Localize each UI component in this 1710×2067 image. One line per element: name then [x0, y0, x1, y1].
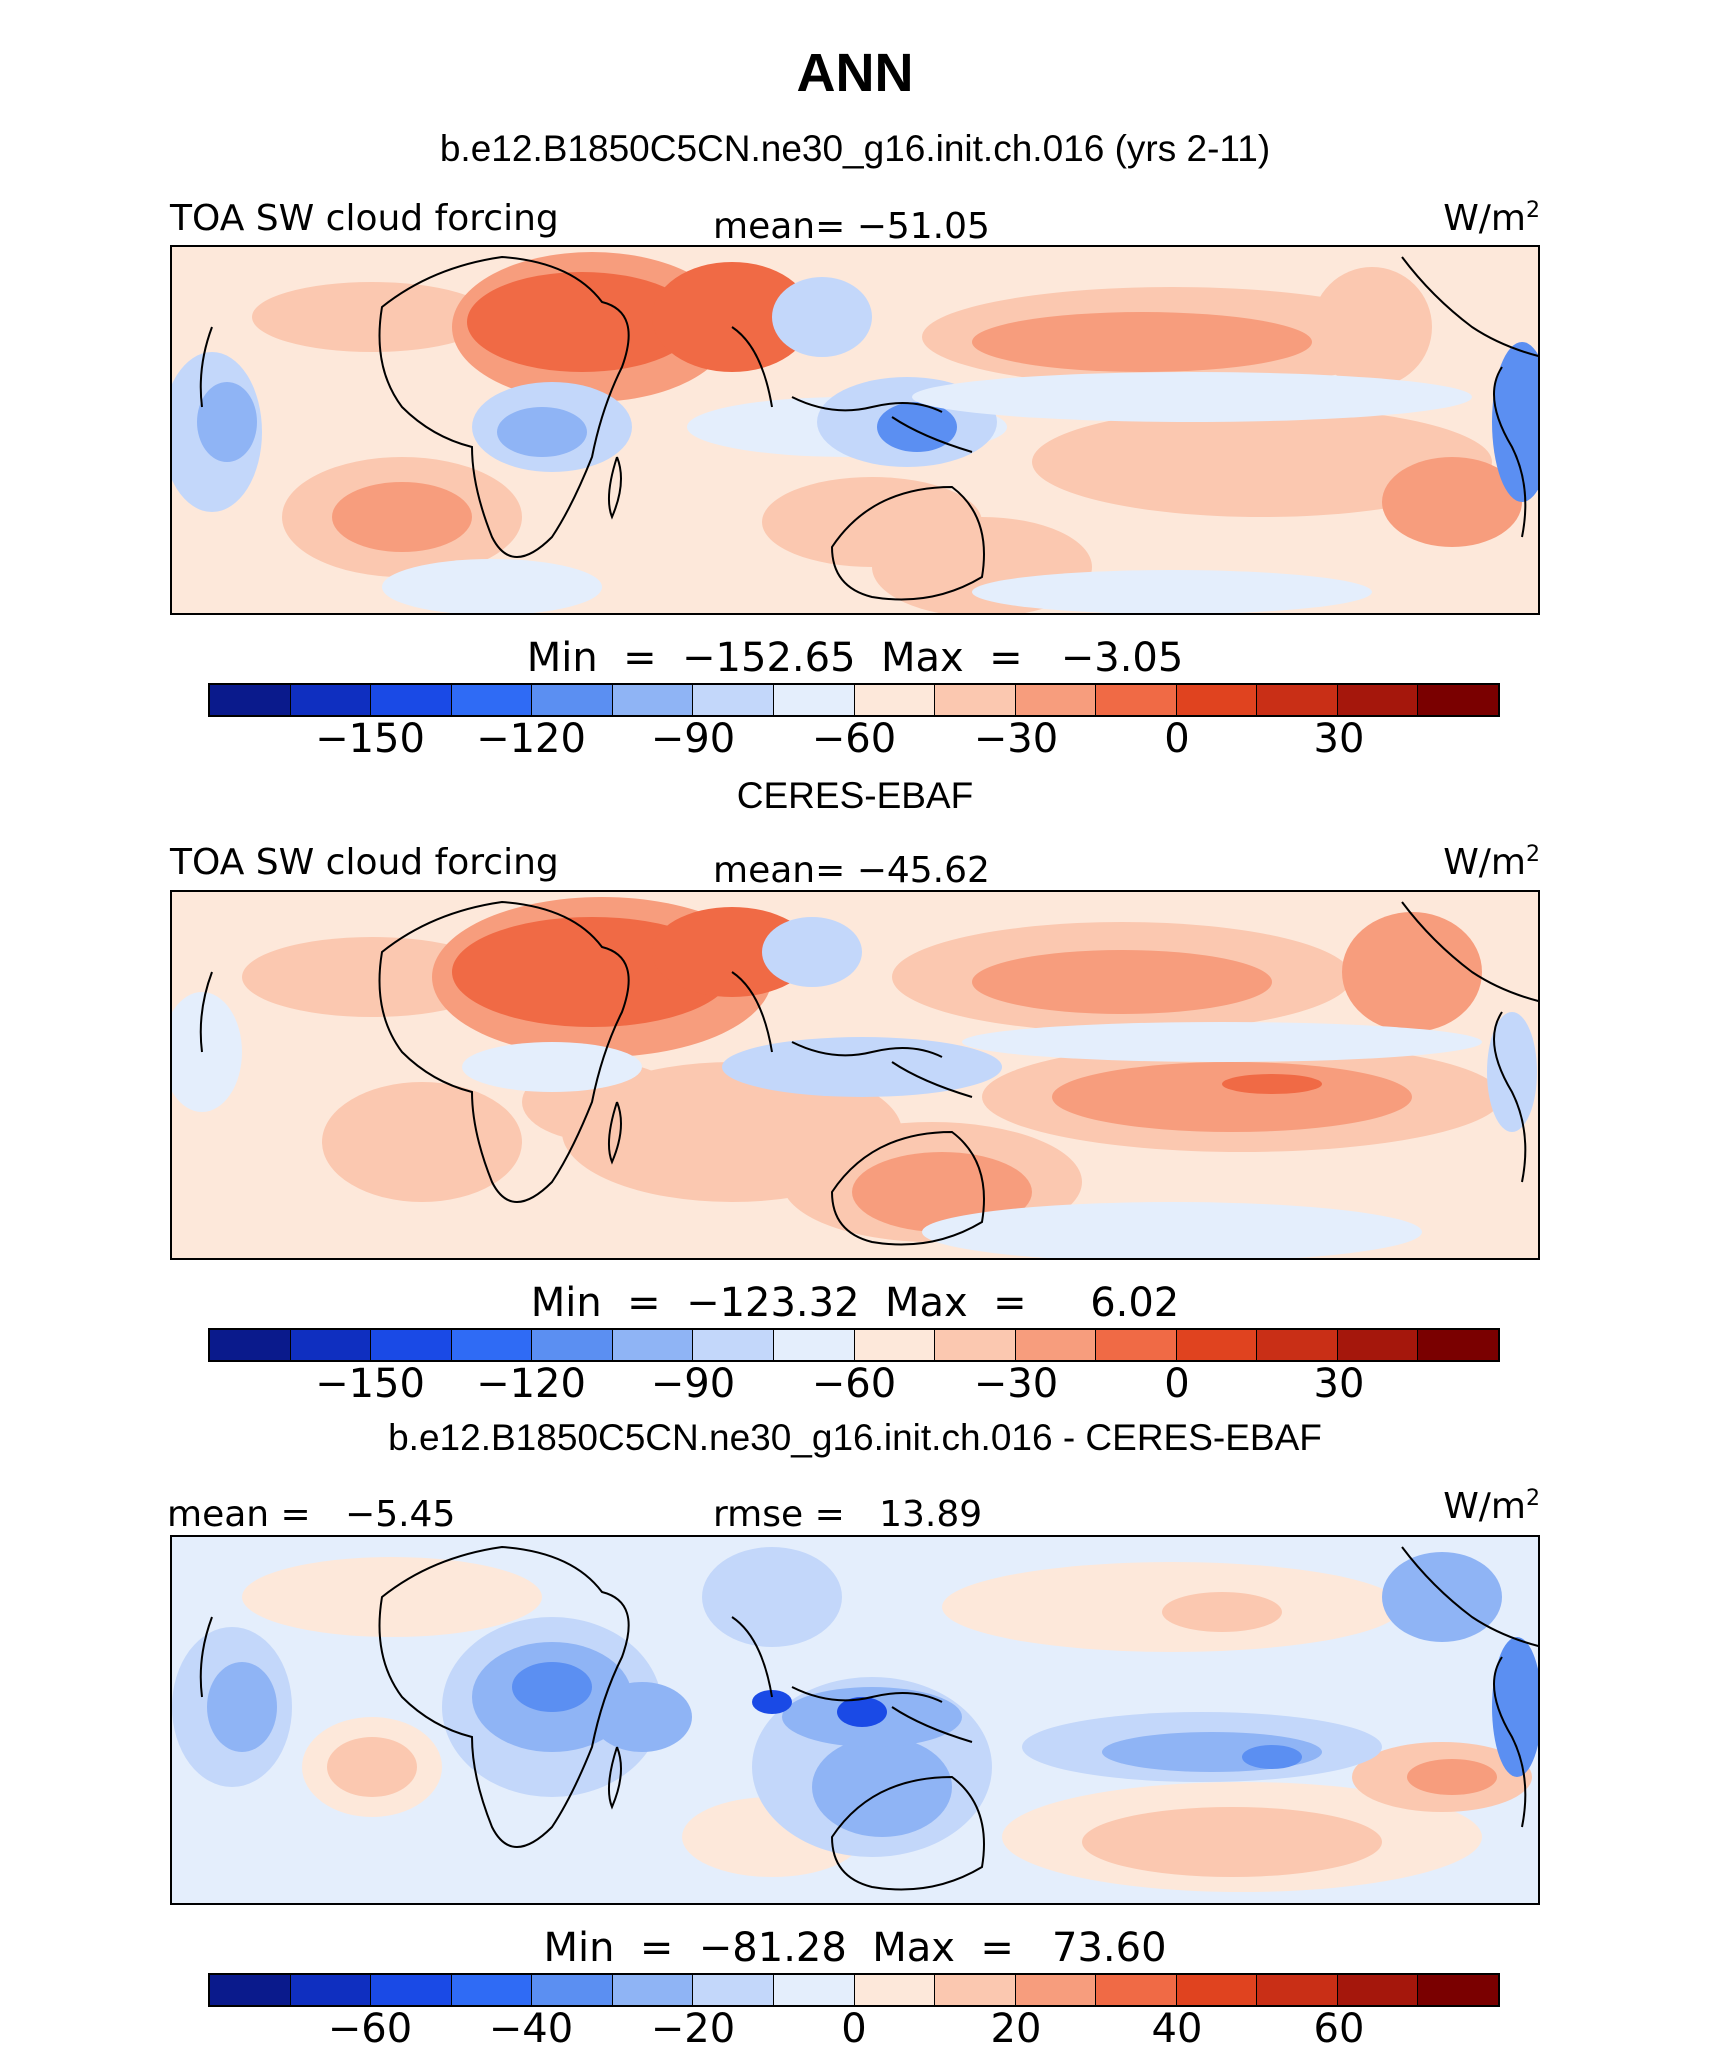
panel-1-colorbar	[208, 683, 1500, 717]
panel-1-colorbar-tick: −150	[315, 716, 425, 762]
colorbar-cell	[290, 685, 372, 715]
colorbar-cell	[210, 1330, 291, 1360]
colorbar-cell	[290, 1330, 372, 1360]
figure-title: ANN	[796, 43, 914, 103]
panel-2-colorbar-tick: 30	[1313, 1361, 1365, 1407]
colorbar-cell	[773, 1975, 855, 2005]
colorbar-cell	[1418, 1975, 1498, 2005]
panel-3-colorbar-tick: 40	[1151, 2006, 1203, 2052]
panel-3-colorbar-tick: −20	[650, 2006, 736, 2052]
colorbar-cell	[1176, 1330, 1258, 1360]
colorbar-cell	[935, 1975, 1016, 2005]
colorbar-cell	[1257, 685, 1338, 715]
panel-3-units: W/m2	[1443, 1486, 1540, 1527]
panel-2-minmax: Min = −123.32 Max = 6.02	[530, 1280, 1180, 1326]
colorbar-cell	[371, 1330, 452, 1360]
panel-1-colorbar-tick: −90	[650, 716, 736, 762]
panel-1-case-title: b.e12.B1850C5CN.ne30_g16.init.ch.016 (yr…	[439, 128, 1271, 169]
panel-3-colorbar	[208, 1973, 1500, 2007]
colorbar-cell	[1176, 1975, 1258, 2005]
colorbar-cell	[532, 685, 613, 715]
panel-1-colorbar-tick: −60	[811, 716, 897, 762]
colorbar-cell	[935, 1330, 1016, 1360]
colorbar-cell	[935, 685, 1016, 715]
colorbar-cell	[210, 1975, 291, 2005]
colorbar-cell	[854, 1975, 936, 2005]
panel-2-colorbar-tick: −120	[476, 1361, 586, 1407]
colorbar-cell	[1337, 685, 1419, 715]
panel-2-mean-label: mean= −45.62	[713, 850, 990, 891]
panel-1-map	[170, 245, 1540, 615]
panel-2-case-title: CERES-EBAF	[736, 775, 974, 816]
colorbar-cell	[1096, 685, 1177, 715]
panel-3-colorbar-tick: 0	[841, 2006, 867, 2052]
panel-2-colorbar-tick: −30	[973, 1361, 1059, 1407]
colorbar-cell	[1418, 1330, 1498, 1360]
panel-3-mean-label: mean = −5.45	[167, 1494, 456, 1535]
colorbar-cell	[371, 685, 452, 715]
colorbar-cell	[451, 685, 533, 715]
colorbar-cell	[1096, 1975, 1177, 2005]
colorbar-cell	[612, 1975, 694, 2005]
colorbar-cell	[451, 1975, 533, 2005]
colorbar-cell	[532, 1975, 613, 2005]
colorbar-cell	[1418, 685, 1498, 715]
colorbar-cell	[290, 1975, 372, 2005]
panel-1-colorbar-tick: −120	[476, 716, 586, 762]
panel-1-colorbar-tick: 0	[1164, 716, 1190, 762]
panel-3-colorbar-tick: −40	[488, 2006, 574, 2052]
panel-3-colorbar-tick: 20	[990, 2006, 1042, 2052]
panel-2-colorbar-tick: −150	[315, 1361, 425, 1407]
panel-1-mean-label: mean= −51.05	[713, 206, 990, 247]
colorbar-cell	[451, 1330, 533, 1360]
panel-1-colorbar-tick: −30	[973, 716, 1059, 762]
panel-3-rmse-label: rmse = 13.89	[713, 1494, 983, 1535]
colorbar-cell	[693, 1975, 774, 2005]
colorbar-cell	[693, 1330, 774, 1360]
colorbar-cell	[854, 685, 936, 715]
colorbar-cell	[773, 685, 855, 715]
panel-3-case-title: b.e12.B1850C5CN.ne30_g16.init.ch.016 - C…	[388, 1417, 1322, 1458]
colorbar-cell	[1015, 685, 1097, 715]
colorbar-cell	[1257, 1975, 1338, 2005]
panel-3-map	[170, 1535, 1540, 1905]
colorbar-cell	[532, 1330, 613, 1360]
panel-1-colorbar-tick: 30	[1313, 716, 1365, 762]
colorbar-cell	[1337, 1975, 1419, 2005]
colorbar-cell	[854, 1330, 936, 1360]
colorbar-cell	[612, 1330, 694, 1360]
panel-1-variable-label: TOA SW cloud forcing	[170, 198, 559, 239]
panel-1-units: W/m2	[1443, 198, 1540, 239]
colorbar-cell	[1176, 685, 1258, 715]
colorbar-cell	[1015, 1975, 1097, 2005]
panel-2-colorbar-tick: 0	[1164, 1361, 1190, 1407]
colorbar-cell	[1015, 1330, 1097, 1360]
colorbar-cell	[210, 685, 291, 715]
panel-2-colorbar-tick: −60	[811, 1361, 897, 1407]
panel-2-variable-label: TOA SW cloud forcing	[170, 842, 559, 883]
panel-3-colorbar-tick: −60	[327, 2006, 413, 2052]
colorbar-cell	[1337, 1330, 1419, 1360]
colorbar-cell	[1096, 1330, 1177, 1360]
panel-3-minmax: Min = −81.28 Max = 73.60	[543, 1925, 1167, 1971]
panel-3-colorbar-tick: 60	[1313, 2006, 1365, 2052]
panel-1-minmax: Min = −152.65 Max = −3.05	[526, 635, 1184, 681]
panel-2-map	[170, 890, 1540, 1260]
colorbar-cell	[1257, 1330, 1338, 1360]
colorbar-cell	[693, 685, 774, 715]
panel-2-colorbar-tick: −90	[650, 1361, 736, 1407]
colorbar-cell	[773, 1330, 855, 1360]
colorbar-cell	[371, 1975, 452, 2005]
colorbar-cell	[612, 685, 694, 715]
panel-2-colorbar	[208, 1328, 1500, 1362]
panel-2-units: W/m2	[1443, 842, 1540, 883]
